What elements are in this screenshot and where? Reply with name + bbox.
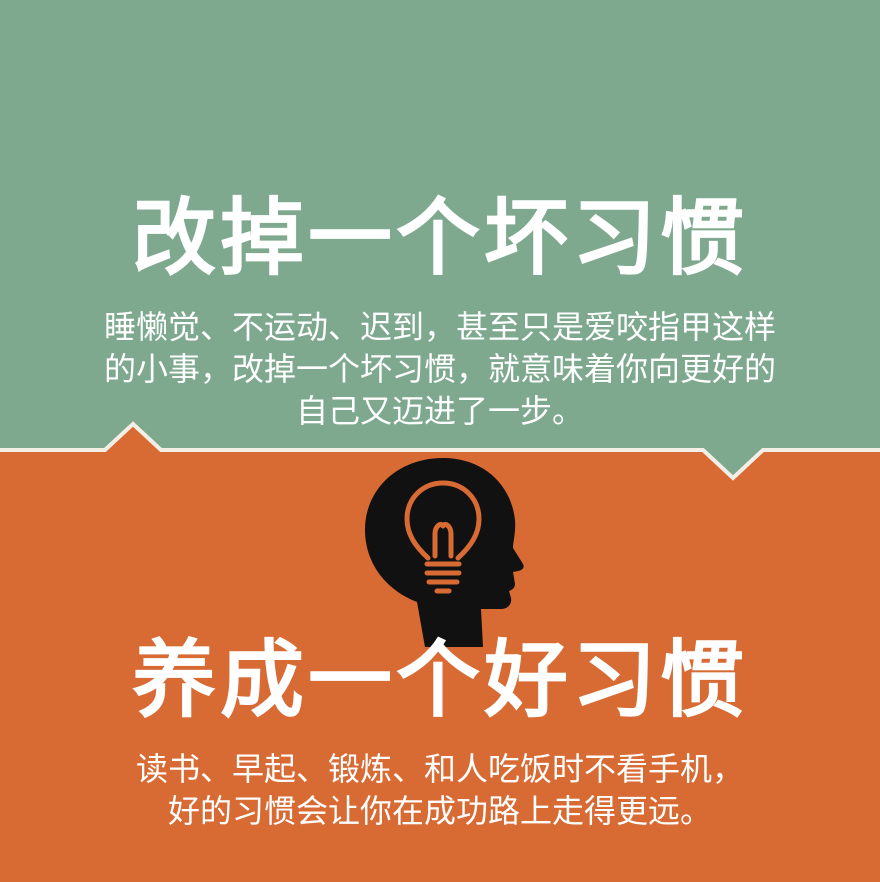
top-body-line: 的小事，改掉一个坏习惯，就意味着你向更好的 [103,350,776,388]
top-panel [0,0,880,452]
bottom-body-line: 读书、早起、锻炼、和人吃饭时不看手机， [135,750,744,788]
bottom-body-text: 读书、早起、锻炼、和人吃饭时不看手机， 好的习惯会让你在成功路上走得更远。 [40,748,840,832]
bottom-body-line: 好的习惯会让你在成功路上走得更远。 [167,792,712,830]
bottom-headline: 养成一个好习惯 [131,631,748,729]
head-with-lightbulb-icon [365,458,524,647]
top-body-line: 自己又迈进了一步。 [295,392,584,430]
divider-with-notches [0,421,880,481]
top-body-line: 睡懒觉、不运动、迟到，甚至只是爱咬指甲这样 [103,308,776,346]
top-headline: 改掉一个坏习惯 [131,189,748,287]
top-body-text: 睡懒觉、不运动、迟到，甚至只是爱咬指甲这样 的小事，改掉一个坏习惯，就意味着你向… [40,306,840,432]
